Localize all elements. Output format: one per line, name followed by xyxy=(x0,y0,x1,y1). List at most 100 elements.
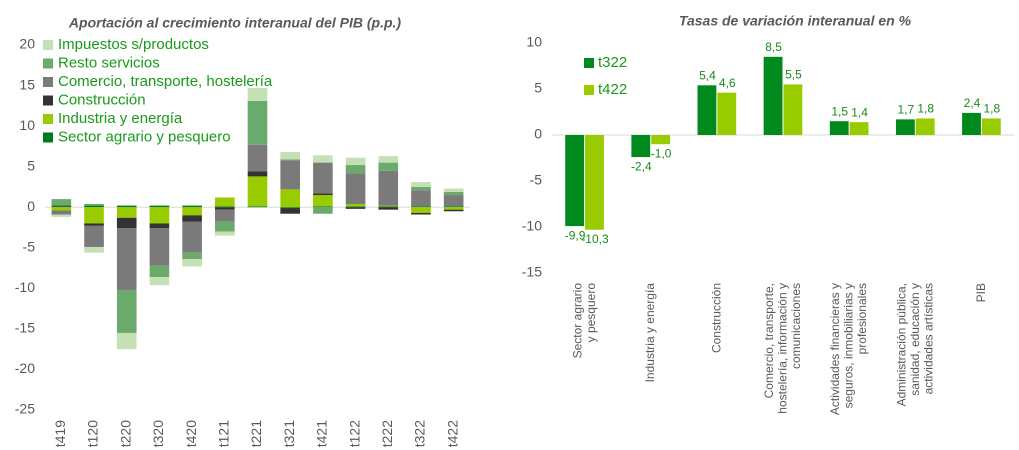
bar-segment xyxy=(443,207,464,210)
y-tick-label: 0 xyxy=(534,126,542,142)
bar-segment xyxy=(411,190,431,207)
x-tick-label-line: y pesquero xyxy=(584,283,598,343)
bar-segment xyxy=(280,189,300,208)
bar xyxy=(717,92,737,135)
y-tick-label: 0 xyxy=(27,198,35,214)
x-tick-label: Administración pública,sanidad, educació… xyxy=(894,283,935,406)
x-tick-label: t221 xyxy=(248,420,264,447)
legend-swatch xyxy=(43,77,53,87)
bar-segment xyxy=(313,195,333,207)
bar xyxy=(631,135,651,158)
x-tick-label: t120 xyxy=(85,420,101,447)
x-tick-label: t122 xyxy=(346,420,362,447)
bar-segment xyxy=(378,156,399,163)
value-label: 5,4 xyxy=(699,68,716,82)
bar-segment xyxy=(345,206,366,208)
legend-label: Sector agrario y pesquero xyxy=(58,128,231,145)
bar-segment xyxy=(149,205,170,208)
bar-segment xyxy=(84,203,104,206)
bar-segment xyxy=(313,162,333,194)
x-tick-label: Comercio, transporte,hostelería, informa… xyxy=(762,283,803,414)
bar-segment xyxy=(116,205,137,208)
y-tick-label: -5 xyxy=(530,172,543,188)
x-tick-label-line: Actividades financieras y xyxy=(828,283,842,415)
x-tick-label-line: PIB xyxy=(974,283,988,302)
x-tick-label-line: seguros, inmobiliarias y xyxy=(842,283,856,408)
bar-segment xyxy=(149,276,170,286)
bar-segment xyxy=(280,207,300,209)
value-label: -10,3 xyxy=(581,232,609,246)
bar-segment xyxy=(280,160,300,190)
x-tick-label-line: actividades artísticas xyxy=(921,283,935,394)
bar-segment xyxy=(116,217,137,229)
bar-segment xyxy=(411,182,431,187)
legend-swatch xyxy=(43,95,53,106)
bar-segment xyxy=(280,152,300,160)
chart-title: Aportación al crecimiento interanual del… xyxy=(68,15,402,31)
bar-segment xyxy=(345,165,366,174)
bar-segment xyxy=(443,188,464,192)
bar-segment xyxy=(51,207,72,211)
legend-label: t322 xyxy=(598,54,627,71)
bar-segment xyxy=(345,157,366,166)
x-tick-label-line: hostelería, información y xyxy=(776,283,790,414)
bar-segment xyxy=(149,223,170,229)
bar-segment xyxy=(182,221,202,253)
bar-segment xyxy=(411,206,431,208)
x-tick-label: Sector agrarioy pesquero xyxy=(570,283,598,359)
bar xyxy=(763,56,783,135)
value-label: 1,8 xyxy=(984,102,1001,116)
bar-segment xyxy=(215,207,235,210)
bar-segment xyxy=(443,209,464,212)
bar-segment xyxy=(378,207,399,210)
x-tick-label: t322 xyxy=(412,420,428,447)
bar xyxy=(981,118,1001,135)
bar xyxy=(697,85,717,135)
legend-label: t422 xyxy=(598,81,627,98)
x-tick-label: t320 xyxy=(150,420,166,447)
value-label: 1,7 xyxy=(898,103,915,117)
bar-segment xyxy=(116,207,137,218)
bar xyxy=(651,135,671,145)
value-label: 1,4 xyxy=(851,105,868,119)
bar-segment xyxy=(116,228,137,290)
value-label: 5,5 xyxy=(785,68,802,82)
x-tick-label: Construcción xyxy=(710,283,724,353)
y-tick-label: -25 xyxy=(15,401,35,417)
bar-segment xyxy=(443,191,464,196)
value-label: -2,4 xyxy=(631,159,652,173)
y-tick-label: 10 xyxy=(19,117,35,133)
x-tick-label: t422 xyxy=(444,420,460,447)
bar-segment xyxy=(149,228,170,266)
bar xyxy=(962,112,981,135)
value-label: -9,9 xyxy=(565,228,586,242)
bar-segment xyxy=(51,210,72,215)
chart-title: Tasas de variación interanual en % xyxy=(679,13,912,29)
bar-segment xyxy=(215,231,235,236)
bar-segment xyxy=(182,252,202,260)
bar-segment xyxy=(443,195,464,207)
bar-segment xyxy=(247,87,268,101)
x-tick-label: t121 xyxy=(216,420,232,447)
y-tick-label: 5 xyxy=(534,80,542,96)
legend-swatch xyxy=(584,58,594,68)
bar-segment xyxy=(313,207,333,214)
x-tick-label: t420 xyxy=(183,420,199,447)
y-tick-label: -10 xyxy=(15,279,35,295)
bar-segment xyxy=(345,203,366,207)
y-tick-label: 5 xyxy=(27,157,35,173)
y-tick-label: 10 xyxy=(526,34,542,50)
bar-segment xyxy=(378,206,399,208)
legend-swatch xyxy=(584,85,594,95)
bar-segment xyxy=(84,205,104,208)
bar-segment xyxy=(313,155,333,163)
bar-segment xyxy=(51,206,72,208)
bar-segment xyxy=(149,265,170,277)
x-tick-label: Industria y energía xyxy=(643,283,657,383)
bar-segment xyxy=(51,199,72,206)
x-tick-label: Actividades financieras yseguros, inmobi… xyxy=(828,283,869,415)
bar-segment xyxy=(215,209,235,222)
bar-segment xyxy=(247,176,268,207)
x-tick-label-line: comunicaciones xyxy=(789,283,803,369)
